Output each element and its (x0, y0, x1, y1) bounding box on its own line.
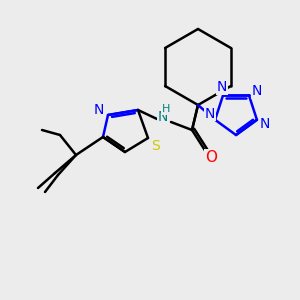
Text: N: N (252, 84, 262, 98)
Text: S: S (151, 139, 159, 153)
Text: N: N (94, 103, 104, 117)
Text: H: H (162, 104, 170, 114)
Text: O: O (205, 149, 217, 164)
Text: N: N (260, 117, 270, 131)
Text: N: N (158, 110, 168, 124)
Text: N: N (205, 107, 215, 121)
Text: N: N (217, 80, 227, 94)
